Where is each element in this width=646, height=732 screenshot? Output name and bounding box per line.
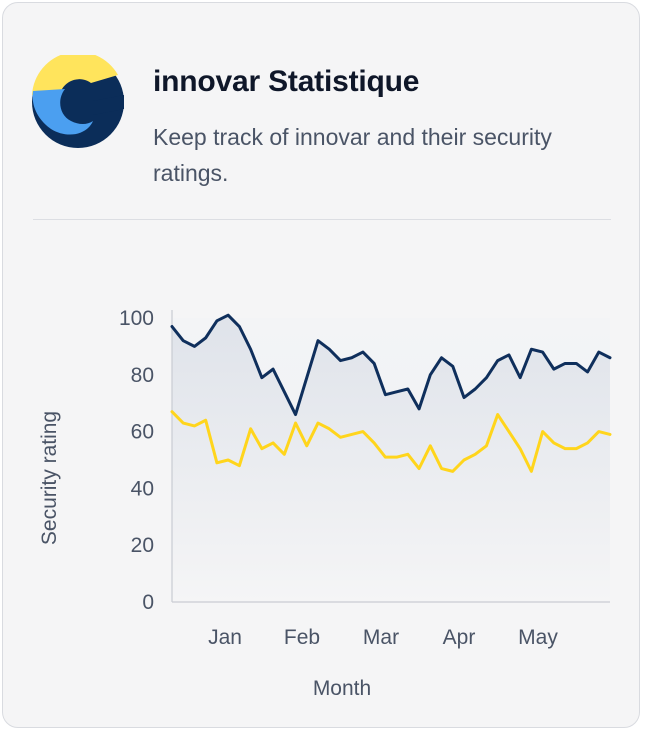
y-tick-label: 60 (131, 421, 154, 444)
card-title: innovar Statistique (153, 65, 420, 98)
y-tick-label: 100 (119, 307, 154, 330)
y-tick-label: 80 (131, 364, 154, 387)
header-divider (33, 219, 611, 220)
x-tick-label: Jan (208, 626, 242, 649)
innovar-logo-icon (32, 55, 124, 148)
x-tick-label: May (518, 626, 558, 649)
x-tick-label: Apr (443, 626, 476, 649)
y-tick-label: 20 (131, 534, 154, 557)
series-1-line (170, 410, 612, 473)
y-axis-title: Security rating (38, 411, 61, 545)
x-axis-title: Month (313, 677, 371, 700)
x-tick-label: Mar (363, 626, 399, 649)
y-tick-label: 40 (131, 477, 154, 500)
x-tick-label: Feb (284, 626, 320, 649)
series-0-line (170, 313, 612, 417)
y-tick-label: 0 (142, 591, 154, 614)
card-subtitle: Keep track of innovar and their security… (153, 124, 552, 186)
